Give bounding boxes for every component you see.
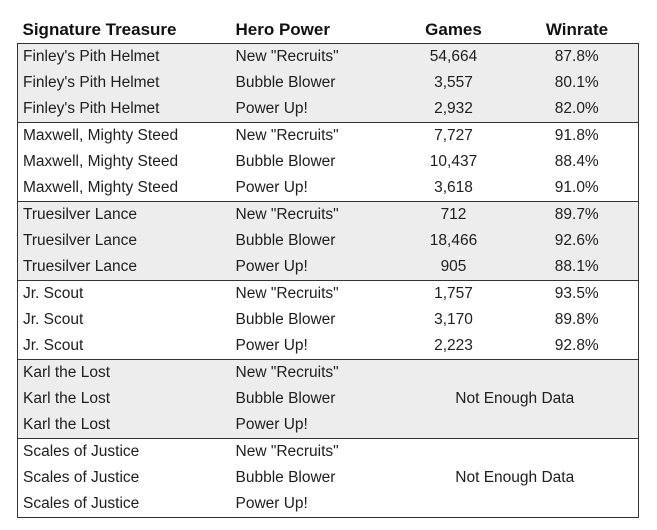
row-group: Maxwell, Mighty Steed New "Recruits" 7,727… [17, 122, 639, 202]
cell-hero-power: New "Recruits" [235, 364, 339, 381]
cell-games: 712 [440, 206, 467, 223]
cell-winrate: 87.8% [554, 48, 599, 65]
table-row: Maxwell, Mighty Steed New "Recruits" 7,727… [17, 122, 639, 149]
cell-games: 3,170 [434, 311, 473, 328]
table-header: Signature Treasure Hero Power Games Winr… [18, 17, 639, 44]
cell-winrate: 91.0% [554, 179, 599, 196]
cell-signature-treasure: Karl the Lost [23, 364, 111, 381]
row-group: Scales of Justice New "Recruits" Not Enoug… [17, 438, 639, 518]
row-group: Finley's Pith Helmet New "Recruits" 54,664… [17, 43, 639, 123]
table-row: Truesilver Lance New "Recruits" 712 89.7% [17, 201, 639, 228]
not-enough-data-cell: Not Enough Data [455, 390, 575, 407]
table-row: Truesilver Lance Power Up! 905 88.1% [17, 254, 639, 281]
cell-winrate: 82.0% [554, 100, 599, 117]
cell-hero-power: Power Up! [235, 179, 308, 196]
cell-winrate: 93.5% [554, 285, 599, 302]
cell-hero-power: New "Recruits" [235, 443, 339, 460]
cell-hero-power: New "Recruits" [235, 206, 339, 223]
cell-signature-treasure: Scales of Justice [23, 469, 140, 486]
cell-games: 3,557 [434, 74, 473, 91]
cell-signature-treasure: Finley's Pith Helmet [23, 48, 160, 65]
cell-hero-power: Bubble Blower [235, 232, 336, 249]
cell-games: 2,932 [434, 100, 473, 117]
cell-hero-power: Bubble Blower [235, 469, 336, 486]
cell-signature-treasure: Truesilver Lance [23, 232, 138, 249]
table-row: Maxwell, Mighty Steed Power Up! 3,618 91.0% [17, 175, 639, 202]
table-row: Finley's Pith Helmet Power Up! 2,932 82.0% [17, 96, 639, 123]
table-row: Jr. Scout Bubble Blower 3,170 89.8% [17, 307, 639, 333]
row-group: Jr. Scout New "Recruits" 1,757 93.5% Jr. Sco… [17, 280, 639, 360]
cell-signature-treasure: Karl the Lost [23, 390, 111, 407]
cell-games: 1,757 [434, 285, 473, 302]
table-row: Finley's Pith Helmet Bubble Blower 3,557 80… [17, 70, 639, 96]
cell-winrate: 89.8% [554, 311, 599, 328]
header-hero-power: Hero Power [235, 20, 330, 39]
cell-winrate: 88.1% [554, 258, 599, 275]
table-row: Jr. Scout New "Recruits" 1,757 93.5% [17, 280, 639, 307]
cell-hero-power: Power Up! [235, 100, 308, 117]
cell-winrate: 80.1% [554, 74, 599, 91]
cell-signature-treasure: Jr. Scout [23, 311, 84, 328]
cell-games: 10,437 [429, 153, 478, 170]
cell-signature-treasure: Jr. Scout [23, 285, 84, 302]
cell-signature-treasure: Maxwell, Mighty Steed [23, 153, 179, 170]
table-row: Truesilver Lance Bubble Blower 18,466 92.6% [17, 228, 639, 254]
cell-hero-power: New "Recruits" [235, 48, 339, 65]
cell-signature-treasure: Truesilver Lance [23, 258, 138, 275]
cell-winrate: 89.7% [554, 206, 599, 223]
cell-hero-power: Bubble Blower [235, 311, 336, 328]
cell-signature-treasure: Karl the Lost [23, 416, 111, 433]
cell-signature-treasure: Maxwell, Mighty Steed [23, 127, 179, 144]
cell-hero-power: Power Up! [235, 495, 308, 512]
cell-signature-treasure: Jr. Scout [23, 337, 84, 354]
header-signature-treasure: Signature Treasure [22, 20, 177, 39]
cell-signature-treasure: Scales of Justice [23, 495, 140, 512]
cell-winrate: 92.8% [554, 337, 599, 354]
table-row: Finley's Pith Helmet New "Recruits" 54,664… [17, 43, 639, 70]
cell-games: 18,466 [429, 232, 478, 249]
cell-signature-treasure: Scales of Justice [23, 443, 140, 460]
table-row: Maxwell, Mighty Steed Bubble Blower 10,437… [17, 149, 639, 175]
table-row: Karl the Lost New "Recruits" Not Enough Da… [17, 359, 639, 407]
cell-signature-treasure: Finley's Pith Helmet [23, 100, 160, 117]
header-winrate: Winrate [545, 20, 609, 39]
cell-hero-power: Power Up! [235, 258, 308, 275]
cell-games: 7,727 [434, 127, 473, 144]
cell-winrate: 88.4% [554, 153, 599, 170]
cell-hero-power: New "Recruits" [235, 127, 339, 144]
cell-hero-power: Power Up! [235, 416, 308, 433]
cell-games: 54,664 [429, 48, 478, 65]
cell-signature-treasure: Maxwell, Mighty Steed [23, 179, 179, 196]
cell-signature-treasure: Truesilver Lance [23, 206, 138, 223]
cell-hero-power: Power Up! [235, 337, 308, 354]
not-enough-data-cell: Not Enough Data [455, 469, 575, 486]
cell-games: 3,618 [434, 179, 473, 196]
cell-hero-power: Bubble Blower [235, 390, 336, 407]
winrate-table: Signature Treasure Hero Power Games Winr… [17, 17, 639, 518]
cell-winrate: 91.8% [554, 127, 599, 144]
cell-games: 2,223 [434, 337, 473, 354]
table-row: Scales of Justice New "Recruits" Not Enoug… [17, 438, 639, 486]
table-row: Jr. Scout Power Up! 2,223 92.8% [17, 333, 639, 360]
cell-hero-power: Bubble Blower [235, 74, 336, 91]
cell-hero-power: Bubble Blower [235, 153, 336, 170]
cell-hero-power: New "Recruits" [235, 285, 339, 302]
row-group: Karl the Lost New "Recruits" Not Enough Da… [17, 359, 639, 439]
cell-games: 905 [440, 258, 467, 275]
header-games: Games [425, 20, 482, 39]
header-row: Signature Treasure Hero Power Games Winr… [18, 17, 639, 44]
cell-signature-treasure: Finley's Pith Helmet [23, 74, 160, 91]
row-group: Truesilver Lance New "Recruits" 712 89.7% Tr… [17, 201, 639, 281]
cell-winrate: 92.6% [554, 232, 599, 249]
